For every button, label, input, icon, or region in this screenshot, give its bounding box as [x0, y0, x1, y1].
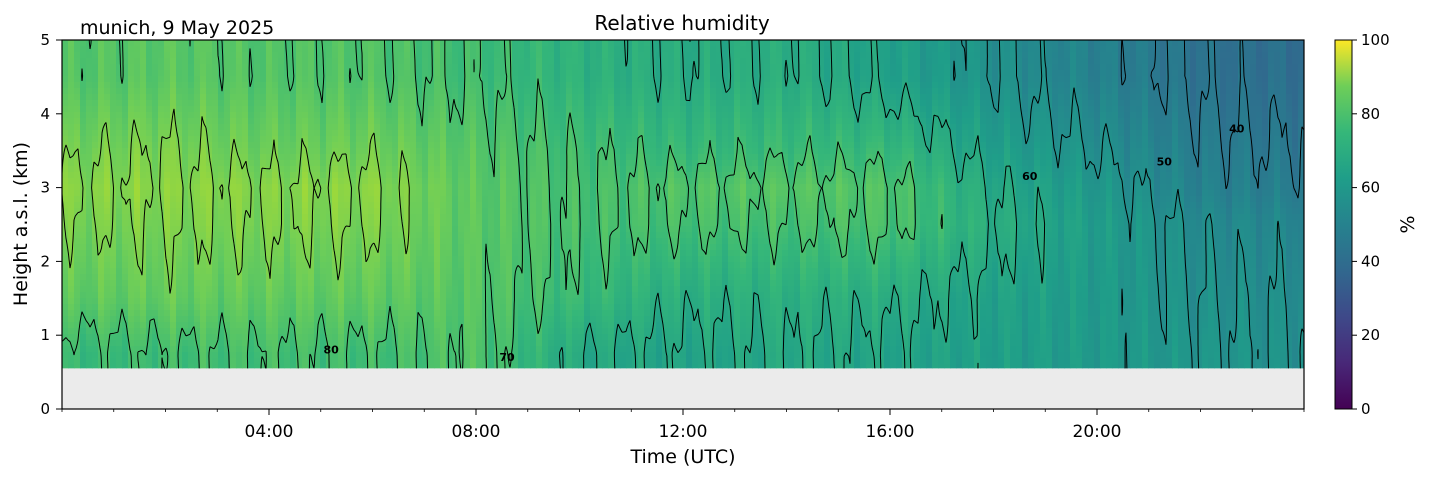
contour-label: 80: [323, 344, 339, 357]
contour-label: 40: [1229, 122, 1245, 135]
colorbar-tick-label: 100: [1361, 31, 1390, 49]
plot-area: 80 70 60 50 40: [61, 39, 1305, 410]
contour-label: 70: [499, 351, 515, 364]
contour-lines: [62, 40, 1304, 369]
contour-label: 60: [1022, 170, 1038, 183]
x-tick-label: 08:00: [452, 422, 501, 442]
chart-title: Relative humidity: [594, 11, 769, 35]
x-axis-label: Time (UTC): [629, 446, 735, 468]
contour-line-70: [62, 40, 943, 369]
contour-line-80: [62, 108, 410, 294]
y-tick-label: 1: [40, 326, 50, 344]
y-tick-label: 5: [40, 31, 50, 49]
x-tick-label: 20:00: [1073, 422, 1122, 442]
contour-labels: 80 70 60 50 40: [323, 122, 1244, 364]
x-tick-label: 12:00: [659, 422, 708, 442]
colorbar-tick-label: 20: [1361, 326, 1380, 344]
y-tick-label: 4: [40, 105, 50, 123]
y-tick-label: 2: [40, 252, 50, 270]
colorbar-ticks: 0 20 40 60 80 100: [1352, 31, 1390, 418]
y-tick-label: 0: [40, 400, 50, 418]
contour-label: 50: [1157, 155, 1173, 168]
x-tick-label: 04:00: [245, 422, 294, 442]
x-axis: 04:00 08:00 12:00 16:00 20:00: [61, 409, 1305, 442]
colorbar-tick-label: 40: [1361, 252, 1380, 270]
colorbar-label: %: [1397, 215, 1419, 233]
colorbar-tick-label: 0: [1361, 400, 1371, 418]
no-data-region: [62, 368, 1304, 409]
contour-line-40: [1120, 40, 1304, 199]
colorbar: 0 20 40 60 80 100 %: [1334, 31, 1419, 418]
x-tick-label: 16:00: [866, 422, 915, 442]
contour-line-60: [559, 40, 1046, 369]
colorbar-tick-label: 60: [1361, 179, 1380, 197]
location-date-label: munich, 9 May 2025: [80, 17, 274, 39]
colorbar-gradient: [1334, 39, 1353, 410]
y-tick-label: 3: [40, 179, 50, 197]
y-axis: 0 1 2 3 4 5: [40, 31, 62, 418]
colorbar-tick-label: 80: [1361, 105, 1380, 123]
contour-line-50: [953, 40, 1304, 369]
humidity-field: [62, 40, 1304, 369]
y-axis-label: Height a.s.l. (km): [10, 142, 32, 306]
